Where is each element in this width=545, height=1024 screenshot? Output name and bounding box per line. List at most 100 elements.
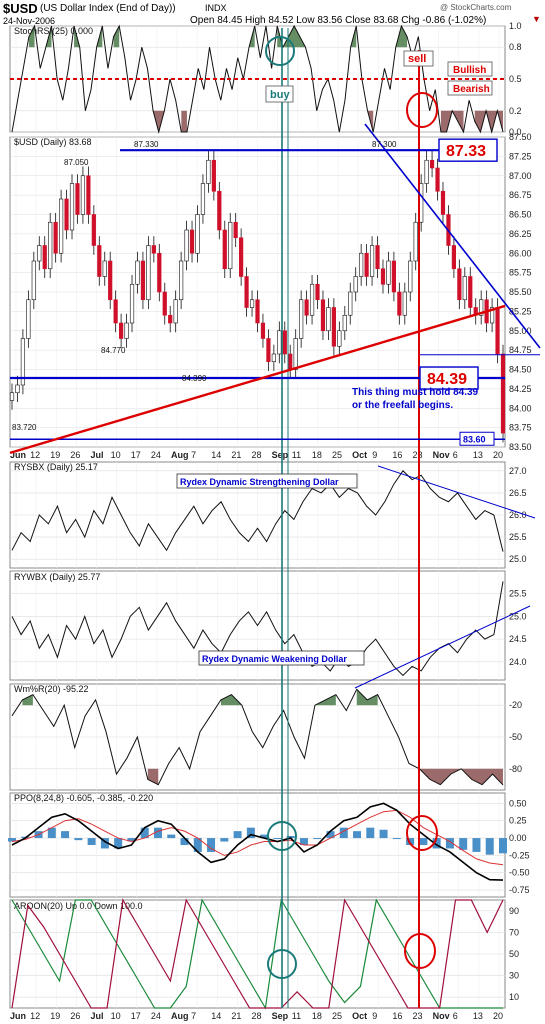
ppo-histogram-bar bbox=[220, 838, 229, 842]
candle-body bbox=[86, 175, 91, 215]
candle-body bbox=[413, 221, 418, 262]
wmr-overbought-fill bbox=[356, 689, 378, 706]
ppo-histogram-bar bbox=[419, 838, 428, 845]
date-label: 23 bbox=[413, 450, 423, 460]
candle-body bbox=[129, 283, 135, 324]
candle-body bbox=[15, 384, 20, 394]
price-point-label: 87.330 bbox=[134, 140, 159, 149]
date-label: 10 bbox=[111, 1011, 121, 1021]
tick-label: 26.0 bbox=[509, 510, 527, 520]
candle-body bbox=[255, 299, 260, 324]
candle-body bbox=[113, 299, 118, 324]
date-label: 12 bbox=[30, 450, 40, 460]
rysbx-note-box bbox=[176, 473, 358, 489]
ppo-histogram-bar bbox=[114, 838, 123, 849]
candle-body bbox=[309, 283, 315, 316]
tick-label: -0.50 bbox=[509, 868, 530, 878]
ppo-histogram-bar bbox=[445, 838, 454, 849]
date-label: 16 bbox=[392, 450, 402, 460]
panel-title: AROON(20) Up 0.0 Down 100.0 bbox=[14, 901, 143, 911]
date-label: 21 bbox=[231, 450, 241, 460]
ppo-histogram-bar bbox=[299, 838, 308, 845]
date-label: 26 bbox=[70, 450, 80, 460]
candle-body bbox=[228, 221, 233, 270]
panel-title: StochRSI(25) 0.000 bbox=[14, 26, 93, 36]
date-label: 7 bbox=[191, 450, 196, 460]
falling-trendline bbox=[364, 123, 541, 349]
level-box-84 bbox=[419, 366, 479, 390]
candle-body bbox=[468, 276, 473, 308]
candle-body bbox=[135, 260, 140, 285]
symbol-title: $USD bbox=[3, 1, 38, 16]
candle-body bbox=[408, 260, 413, 293]
aroon-up-line bbox=[11, 898, 503, 1010]
candle-body bbox=[195, 214, 200, 254]
date-label: Jul bbox=[91, 450, 104, 460]
tick-label: 27.0 bbox=[509, 466, 527, 476]
date-label: 25 bbox=[332, 1011, 342, 1021]
ppo-histogram-bar bbox=[100, 838, 109, 849]
ppo-histogram-bar bbox=[74, 838, 83, 841]
tick-label: 25.0 bbox=[509, 611, 527, 621]
candle-body bbox=[375, 245, 380, 270]
date-label: 25 bbox=[332, 450, 342, 460]
date-label: 11 bbox=[292, 450, 301, 460]
tick-label: 87.25 bbox=[509, 151, 532, 161]
candle-body bbox=[211, 159, 216, 192]
exchange-label: INDX bbox=[205, 3, 227, 13]
ppo-histogram-bar bbox=[61, 831, 70, 839]
panel-title: Wm%R(20) -95.22 bbox=[14, 684, 89, 694]
tick-label: 83.50 bbox=[509, 442, 532, 452]
tick-label: 90 bbox=[509, 906, 519, 916]
date-label: Nov bbox=[433, 450, 450, 460]
stochrsi-overbought-fill bbox=[277, 26, 306, 48]
date-label: Jun bbox=[10, 450, 26, 460]
candle-body bbox=[462, 276, 467, 301]
stochrsi-oversold-fill bbox=[181, 110, 187, 132]
date-label: 24 bbox=[151, 450, 161, 460]
level-label-84: 84.39 bbox=[427, 371, 467, 388]
candle-body bbox=[353, 276, 358, 293]
ppo-histogram-bar bbox=[353, 831, 362, 839]
price-point-label: 84.390 bbox=[182, 374, 207, 383]
level-box-83 bbox=[459, 431, 495, 446]
ppo-histogram-bar bbox=[246, 827, 255, 839]
candle-body bbox=[277, 330, 282, 355]
candle-body bbox=[69, 183, 75, 231]
candle-body bbox=[288, 353, 293, 370]
bullish-label-box bbox=[447, 61, 493, 77]
candle-body bbox=[140, 260, 146, 301]
tick-label: 26.5 bbox=[509, 488, 527, 498]
tick-label: 0.8 bbox=[509, 42, 522, 52]
tick-label: 24.0 bbox=[509, 657, 527, 667]
tick-label: 50 bbox=[509, 949, 519, 959]
candle-body bbox=[326, 307, 331, 332]
rywbx-note-box bbox=[198, 650, 365, 666]
candle-body bbox=[266, 338, 271, 363]
candle-body bbox=[249, 299, 255, 308]
stochrsi-overbought-fill bbox=[113, 26, 120, 48]
sell-signal-circle bbox=[406, 815, 438, 851]
ppo-histogram-bar bbox=[167, 834, 176, 839]
candle-body bbox=[369, 245, 375, 277]
candle-body bbox=[244, 276, 249, 308]
date-label: 9 bbox=[372, 450, 377, 460]
ppo-histogram-bar bbox=[472, 838, 481, 852]
candle-body bbox=[75, 183, 80, 215]
level-label-87: 87.33 bbox=[446, 143, 486, 160]
candle-body bbox=[424, 159, 429, 184]
date-label: Nov bbox=[433, 1011, 450, 1021]
date-label: 20 bbox=[493, 450, 503, 460]
candle-body bbox=[64, 198, 69, 231]
tick-label: 0.0 bbox=[509, 127, 522, 137]
candle-body bbox=[440, 190, 446, 215]
wmr-overbought-fill bbox=[22, 694, 33, 706]
tick-label: 25.0 bbox=[509, 554, 527, 564]
note-line-2: or the freefall begins. bbox=[352, 400, 453, 411]
date-label: 12 bbox=[30, 1011, 40, 1021]
panel-title: RYWBX (Daily) 25.77 bbox=[14, 572, 100, 582]
date-label: 6 bbox=[453, 450, 458, 460]
date-label: 7 bbox=[191, 1011, 196, 1021]
date-label: 26 bbox=[70, 1011, 80, 1021]
sell-signal-circle bbox=[406, 92, 438, 128]
